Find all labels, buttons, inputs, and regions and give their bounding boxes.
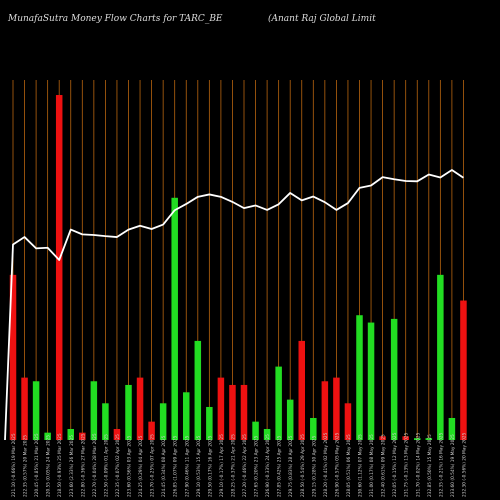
- x-tick-label: 228.05 (0.51%) 06 May 2025: [346, 434, 352, 497]
- x-tick-label: 226.90 (-0.57%) 05 May 2025: [334, 432, 340, 497]
- money-flow-bar: [125, 384, 132, 440]
- money-flow-bar: [90, 381, 98, 440]
- money-flow-bar: [148, 421, 155, 440]
- x-tick-label: 220.45 (-0.85%) 21 Mar 2025: [34, 433, 40, 497]
- x-tick-label: 233.60 (0.54%) 19 May 2025: [450, 434, 456, 497]
- money-flow-bar: [356, 315, 363, 440]
- money-flow-bar: [321, 381, 329, 440]
- x-tick-labels: 221.10 (-0.66%) 19 Mar 2025 222.35 (0.57%…: [11, 432, 467, 497]
- x-tick-label: 221.10 (-0.66%) 19 Mar 2025: [11, 433, 17, 497]
- x-tick-label: 220.55 (0.05%) 24 Mar 2025: [46, 435, 52, 497]
- x-tick-label: 231.00 (0.17%) 08 May 2025: [369, 434, 375, 497]
- x-tick-label: 228.20 (-0.41%) 02 May 2025: [323, 432, 329, 497]
- x-tick-label: 223.70 (-0.25%) 07 Apr 2025: [150, 434, 156, 497]
- x-tick-label: 228.50 (-0.54%) 29 Apr 2025: [300, 434, 306, 497]
- money-flow-bar: [44, 432, 51, 440]
- money-flow-bar: [113, 428, 121, 440]
- x-tick-label: 227.20 (-0.46%) 22 Apr 2025: [242, 434, 248, 497]
- x-tick-label: 227.85 (0.42%) 25 Apr 2025: [277, 435, 283, 497]
- money-flow-bar: [67, 428, 74, 440]
- x-tick-label: 231.70 (-0.02%) 14 May 2025: [415, 432, 421, 497]
- money-flow-bar: [367, 322, 375, 440]
- x-tick-label: 232.85 (0.50%) 15 May 2025: [427, 434, 433, 497]
- money-flow-bar: [79, 432, 86, 440]
- money-flow-bar: [9, 274, 17, 440]
- money-flow-bar: [414, 438, 421, 440]
- money-flow-bar: [32, 381, 40, 440]
- x-tick-label: 226.90 (-0.33%) 24 Apr 2025: [265, 434, 271, 497]
- x-tick-label: 222.35 (0.57%) 20 Mar 2025: [23, 435, 29, 497]
- money-flow-bar: [344, 403, 352, 440]
- money-flow-bar: [275, 366, 282, 440]
- x-tick-label: 218.50 (-0.93%) 25 Mar 2025: [57, 433, 63, 497]
- x-tick-label: 222.70 (-0.04%) 28 Mar 2025: [92, 433, 98, 497]
- price-line-layer: [4, 169, 464, 441]
- x-tick-label: 232.30 (-0.56%) 20 May 2025: [461, 432, 467, 497]
- money-flow-bar: [437, 274, 444, 440]
- x-tick-label: 222.50 (-0.09%) 01 Apr 2025: [103, 434, 109, 497]
- money-flow-bar: [136, 377, 144, 440]
- money-flow-bar: [263, 428, 271, 440]
- x-tick-label: 223.60 (2.33%) 26 Mar 2025: [69, 435, 75, 497]
- x-tick-label: 229.50 (0.17%) 16 Apr 2025: [207, 435, 213, 497]
- money-flow-bar: [379, 436, 386, 440]
- x-tick-label: 223.60 (0.56%) 03 Apr 2025: [127, 435, 133, 497]
- money-flow-bar: [206, 406, 213, 440]
- money-flow-bar: [217, 377, 225, 440]
- money-flow-bar: [171, 197, 178, 440]
- money-flow-bar: [333, 377, 340, 440]
- x-tick-label: 224.45 (0.34%) 08 Apr 2025: [161, 435, 167, 497]
- money-flow-bar: [55, 95, 63, 441]
- money-flow-bar: [159, 403, 167, 440]
- money-flow-bar: [425, 438, 433, 440]
- money-flow-bar: [402, 436, 409, 440]
- money-flow-bar: [194, 340, 202, 440]
- x-tick-label: 226.85 (1.07%) 09 Apr 2025: [173, 435, 179, 497]
- money-flow-bars: [9, 95, 467, 441]
- money-flow-bar: [310, 417, 317, 440]
- x-tick-label: 227.90 (0.46%) 11 Apr 2025: [184, 435, 190, 497]
- price-line: [4, 169, 464, 441]
- chart-title: MunafaSutra Money Flow Charts for TARC_B…: [8, 14, 223, 24]
- money-flow-bar: [102, 403, 109, 440]
- money-flow-bar: [390, 318, 398, 440]
- x-tick-label: 222.35 (-0.07%) 02 Apr 2025: [115, 434, 121, 497]
- money-flow-bar: [21, 377, 28, 440]
- money-flow-bar: [252, 421, 259, 440]
- company-name: (Anant Raj Global Limit: [268, 14, 376, 24]
- x-tick-label: 229.10 (0.53%) 15 Apr 2025: [196, 435, 202, 497]
- money-flow-bar: [240, 384, 248, 440]
- x-tick-label: 222.80 (-0.36%) 27 Mar 2025: [80, 433, 86, 497]
- x-tick-label: 232.05 (-0.15%) 12 May 2025: [392, 432, 398, 497]
- x-tick-label: 227.65 (0.20%) 23 Apr 2025: [254, 435, 260, 497]
- x-tick-label: 228.25 (-0.37%) 21 Apr 2025: [230, 434, 236, 497]
- money-flow-bar: [448, 417, 456, 440]
- x-tick-label: 229.75 (0.83%) 28 Apr 2025: [288, 435, 294, 497]
- money-flow-bar: [460, 300, 467, 440]
- x-tick-label: 232.40 (0.61%) 09 May 2025: [381, 434, 387, 497]
- x-tick-label: 224.25 (0.29%) 04 Apr 2025: [138, 435, 144, 497]
- money-flow-bar: [229, 384, 236, 440]
- x-tick-label: 232.35 (-0.21%) 16 May 2025: [438, 432, 444, 497]
- money-flow-bar: [298, 340, 305, 440]
- money-flow-bar: [183, 392, 190, 440]
- money-flow-bar: [286, 399, 294, 440]
- x-tick-label: 229.15 (0.28%) 30 Apr 2025: [311, 435, 317, 497]
- x-tick-label: 231.75 (-0.13%) 13 May 2025: [404, 432, 410, 497]
- x-tick-label: 229.10 (-0.17%) 17 Apr 2025: [219, 434, 225, 497]
- x-tick-label: 230.60 (1.12%) 07 May 2025: [358, 434, 364, 497]
